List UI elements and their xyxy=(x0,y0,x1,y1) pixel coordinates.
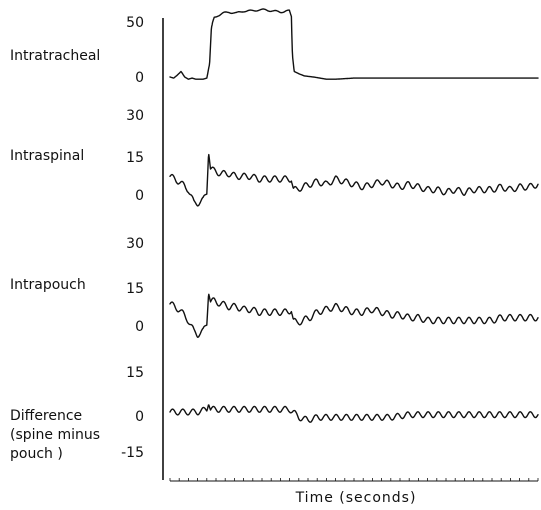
y-tick-labels: 50 0 30 15 0 30 15 0 15 0 -15 xyxy=(121,15,144,461)
panel-3-tick-label: 0 xyxy=(135,319,144,335)
panel-1-tick-label: 0 xyxy=(135,70,144,86)
panel-4-tick-label: 15 xyxy=(126,365,144,381)
panel-3-tick-label: 15 xyxy=(126,281,144,297)
panel-2-tick-label: 30 xyxy=(126,108,144,124)
panel-label-3: Intrapouch xyxy=(10,277,86,293)
panel-label-4-line-2: (spine minus xyxy=(10,427,100,443)
panel-label-4-line-1: Difference xyxy=(10,408,82,424)
panel-label-2: Intraspinal xyxy=(10,148,84,164)
traces xyxy=(169,8,539,423)
trace-1 xyxy=(169,8,539,80)
panel-label-4-line-3: pouch ) xyxy=(10,446,63,462)
time-axis xyxy=(169,478,539,482)
x-axis-label: Time (seconds) xyxy=(295,490,417,506)
trace-4 xyxy=(169,404,539,423)
panel-2-tick-label: 0 xyxy=(135,188,144,204)
panel-labels: Intratracheal Intraspinal Intrapouch Differ… xyxy=(10,48,100,462)
trace-3 xyxy=(169,293,539,338)
panel-1-tick-label: 50 xyxy=(126,15,144,31)
panel-4-tick-label: -15 xyxy=(121,445,144,461)
trace-2 xyxy=(169,153,539,207)
panel-3-tick-label: 30 xyxy=(126,236,144,252)
panel-2-tick-label: 15 xyxy=(126,150,144,166)
panel-label-1: Intratracheal xyxy=(10,48,100,64)
panel-4-tick-label: 0 xyxy=(135,409,144,425)
